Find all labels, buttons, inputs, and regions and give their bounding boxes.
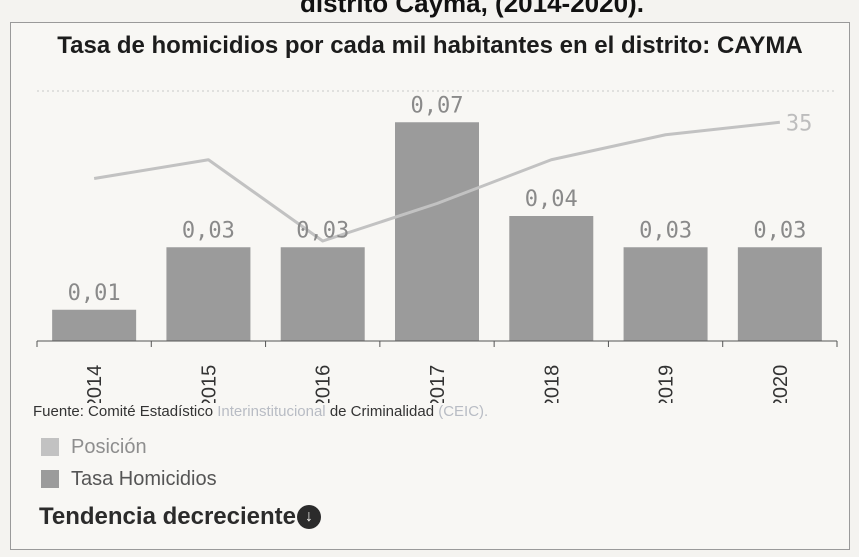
line-end-label: 35 [786, 111, 813, 136]
chart-title: Tasa de homicidios por cada mil habitant… [57, 32, 803, 59]
bar-2016 [280, 247, 365, 341]
source-faint2: (CEIC). [438, 403, 489, 420]
bar-value-label-2014: 0,01 [68, 281, 121, 306]
legend: Posición Tasa Homicidios [41, 431, 217, 495]
legend-item-posicion: Posición [41, 431, 217, 463]
x-tick-label-2018: 2018 [541, 365, 563, 403]
x-tick-label-2014: 2014 [84, 365, 106, 403]
x-tick-label-2016: 2016 [313, 365, 335, 403]
arrow-down-circle-icon: ↓ [297, 505, 321, 529]
x-tick-label-2015: 2015 [198, 365, 220, 403]
bar-value-label-2016: 0,03 [296, 218, 349, 243]
legend-swatch-tasa [41, 470, 59, 488]
x-tick-label-2017: 2017 [427, 365, 449, 403]
bar-value-label-2019: 0,03 [639, 218, 692, 243]
bar-2020 [737, 247, 822, 341]
x-tick-label-2019: 2019 [656, 365, 678, 403]
bar-2014 [52, 309, 137, 341]
bar-value-label-2017: 0,07 [411, 93, 464, 118]
bar-value-label-2015: 0,03 [182, 218, 235, 243]
line-posicion [93, 120, 781, 243]
bar-2019 [623, 247, 708, 341]
chart-svg: 0,01 0,03 0,03 0,07 0,04 0,03 0,03 35 2014 2015 20… [36, 90, 838, 403]
source-prefix: Fuente: Comité Estadístico [33, 403, 218, 420]
source-mid: de Criminalidad [325, 403, 439, 420]
legend-label-posicion: Posición [71, 435, 147, 458]
legend-swatch-posicion [41, 438, 59, 456]
bar-2018 [509, 216, 594, 341]
bar-value-label-2020: 0,03 [753, 218, 806, 243]
source-note: Fuente: Comité Estadístico Interinstituc… [33, 403, 488, 420]
bar-2017 [395, 122, 479, 341]
trend-indicator: Tendencia decreciente ↓ [39, 503, 321, 531]
bar-2015 [166, 247, 251, 341]
document-heading: distrito Cayma, (2014-2020). [300, 0, 644, 18]
legend-item-tasa: Tasa Homicidios [41, 463, 217, 495]
chart-card: Tasa de homicidios por cada mil habitant… [10, 22, 850, 550]
trend-label: Tendencia decreciente [39, 503, 296, 530]
x-tick-label-2020: 2020 [770, 365, 792, 403]
bar-value-label-2018: 0,04 [525, 187, 578, 212]
source-faint: Interinstitucional [217, 403, 326, 420]
legend-label-tasa: Tasa Homicidios [71, 467, 217, 490]
